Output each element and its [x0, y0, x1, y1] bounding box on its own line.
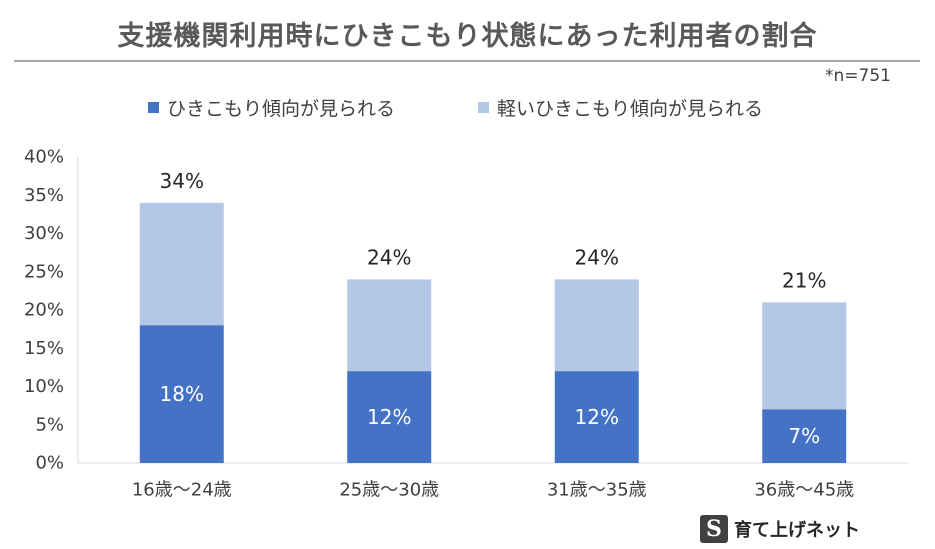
- y-tick-label: 15%: [24, 338, 64, 359]
- x-tick-label: 16歳～24歳: [132, 480, 232, 501]
- bar-value-label: 12%: [575, 405, 619, 429]
- legend-item-light: 軽いひきこもり傾向が見られる: [478, 94, 763, 121]
- brand-logo: S 育て上げネット: [700, 514, 860, 544]
- title-divider: [14, 60, 920, 62]
- y-tick-label: 20%: [24, 300, 64, 321]
- y-tick-label: 5%: [35, 414, 64, 435]
- legend-item-strong: ひきこもり傾向が見られる: [148, 94, 395, 121]
- y-tick-label: 35%: [24, 185, 64, 206]
- legend-swatch-strong: [148, 102, 159, 113]
- y-tick-label: 10%: [24, 376, 64, 397]
- y-tick-label: 30%: [24, 223, 64, 244]
- logo-mark-icon: S: [700, 515, 728, 543]
- x-tick-label: 36歳～45歳: [754, 480, 854, 501]
- bar-value-label: 18%: [160, 382, 204, 406]
- x-tick-label: 31歳～35歳: [547, 480, 647, 501]
- bar-segment-strong: [554, 371, 639, 463]
- y-tick-label: 40%: [24, 147, 64, 168]
- legend-swatch-light: [478, 102, 489, 113]
- chart-legend: ひきこもり傾向が見られる 軽いひきこもり傾向が見られる: [0, 94, 935, 120]
- bar-total-label: 21%: [782, 268, 826, 292]
- y-tick-label: 0%: [35, 453, 64, 474]
- bar-segment-light: [139, 202, 224, 326]
- bar-total-label: 24%: [575, 245, 619, 269]
- legend-label-strong: ひきこもり傾向が見られる: [167, 98, 396, 120]
- y-tick-label: 25%: [24, 261, 64, 282]
- bar-segment-light: [347, 279, 432, 372]
- legend-label-light: 軽いひきこもり傾向が見られる: [497, 98, 764, 120]
- bar-segment-strong: [347, 371, 432, 463]
- bar-segment-light: [554, 279, 639, 372]
- x-tick-label: 25歳～30歳: [339, 480, 439, 501]
- chart-title: 支援機関利用時にひきこもり状態にあった利用者の割合: [117, 21, 818, 52]
- logo-text: 育て上げネット: [734, 520, 860, 541]
- bar-segment-light: [762, 302, 847, 410]
- bar-total-label: 34%: [160, 169, 204, 193]
- bar-value-label: 12%: [367, 405, 411, 429]
- bar-total-label: 24%: [367, 245, 411, 269]
- sample-size-note: *n=751: [825, 66, 891, 86]
- bar-segment-strong: [139, 325, 224, 463]
- bar-segment-strong: [762, 409, 847, 463]
- bar-value-label: 7%: [788, 424, 820, 448]
